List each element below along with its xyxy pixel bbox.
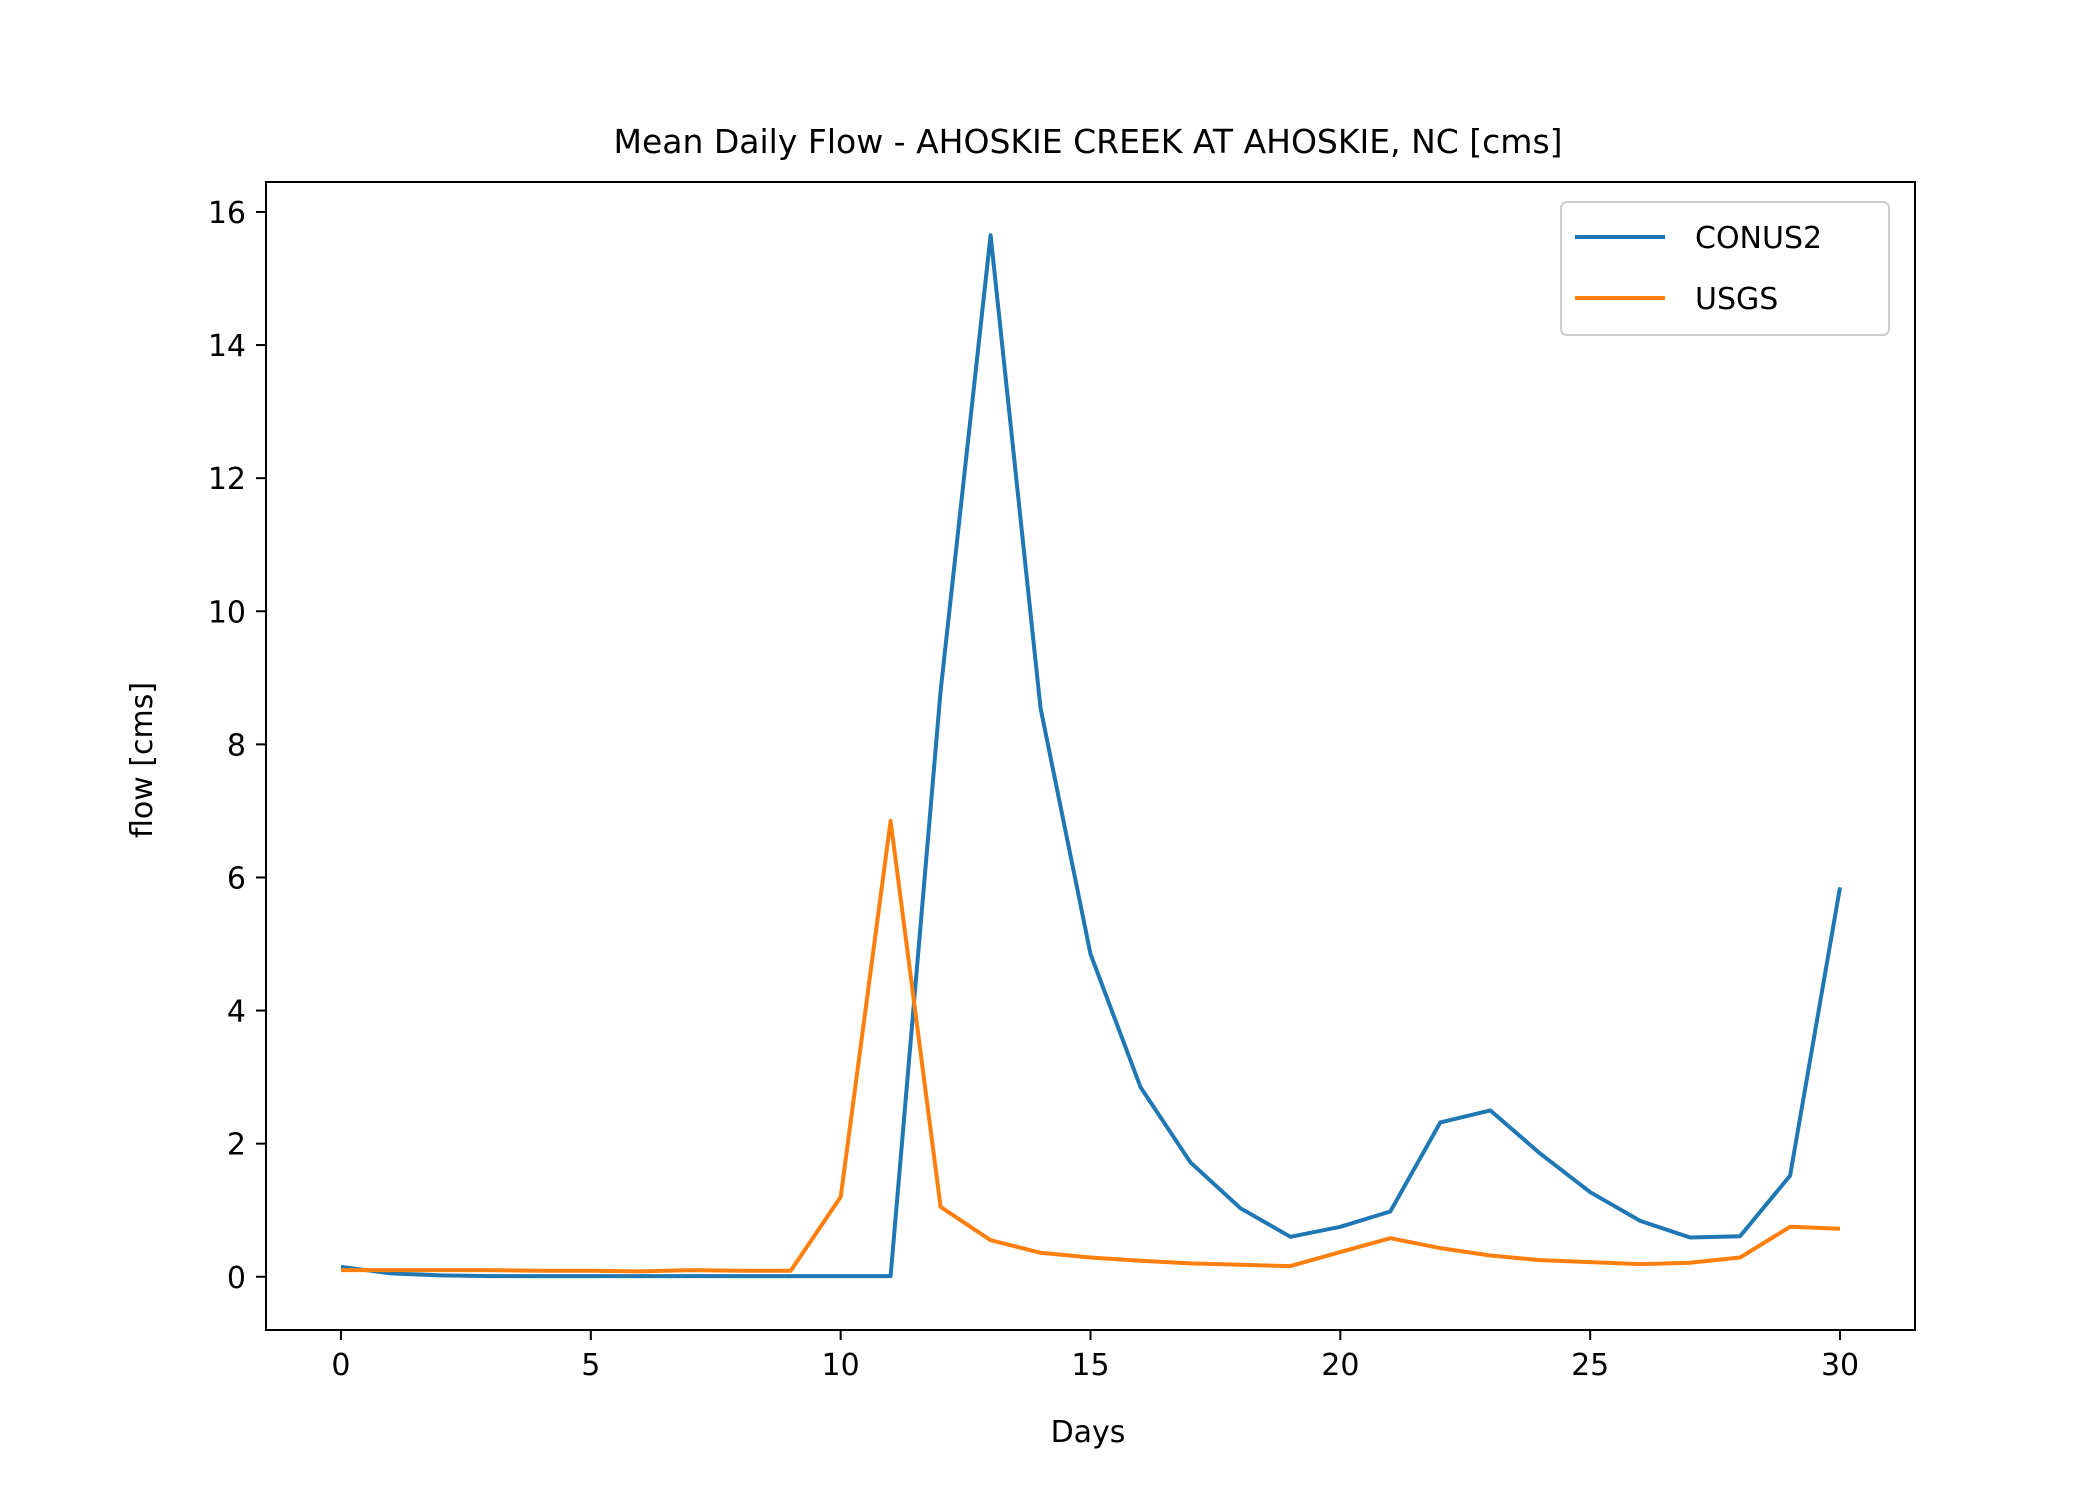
y-tick-label: 16: [208, 196, 246, 231]
x-axis: 0 5 10 15 20 25 30: [331, 1330, 1859, 1383]
legend: CONUS2 USGS: [1560, 201, 1890, 336]
y-tick-label: 10: [208, 595, 246, 630]
y-tick-label: 2: [227, 1128, 246, 1163]
y-tick-label: 12: [208, 462, 246, 497]
y-tick-label: 4: [227, 995, 246, 1030]
plot-area: [265, 181, 1916, 1331]
y-tick-label: 8: [227, 728, 246, 763]
plot-frame: [265, 181, 1916, 1331]
series-line-conus2: [340, 233, 1842, 1279]
x-tick-label: 0: [331, 1348, 350, 1383]
y-tick-label: 14: [208, 329, 246, 364]
y-tick-label: 0: [227, 1261, 246, 1296]
x-tick-label: 25: [1571, 1348, 1609, 1383]
x-tick-label: 10: [822, 1348, 860, 1383]
y-axis-label: flow [cms]: [125, 682, 160, 838]
legend-label: USGS: [1695, 282, 1778, 317]
chart-title: Mean Daily Flow - AHOSKIE CREEK AT AHOSK…: [613, 122, 1562, 161]
x-tick-label: 15: [1071, 1348, 1109, 1383]
x-tick-label: 20: [1321, 1348, 1359, 1383]
legend-label: CONUS2: [1695, 221, 1822, 256]
x-tick-label: 30: [1821, 1348, 1859, 1383]
x-axis-label: Days: [1051, 1415, 1126, 1450]
y-axis: 0 2 4 6 8 10 12 14 16: [208, 196, 266, 1296]
x-tick-label: 5: [581, 1348, 600, 1383]
y-tick-label: 6: [227, 861, 246, 896]
series-line-usgs: [341, 818, 1841, 1274]
